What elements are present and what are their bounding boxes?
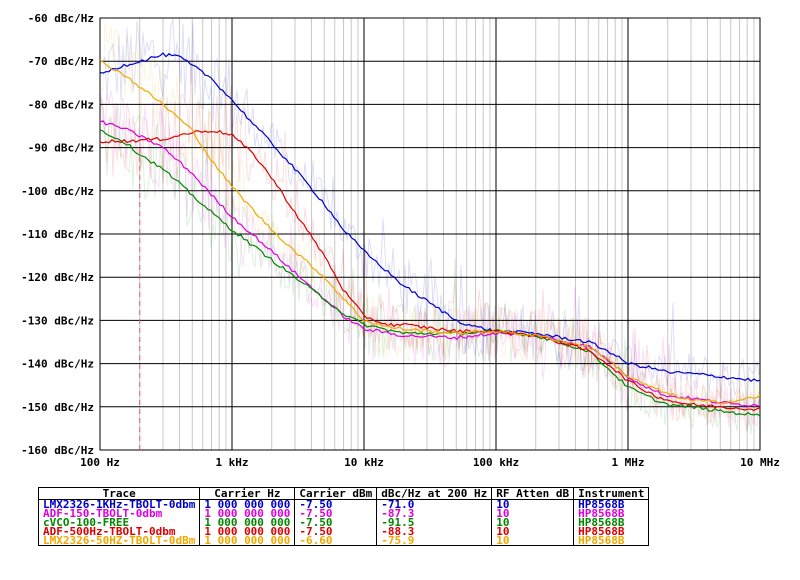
series-line	[99, 129, 761, 417]
noise-trace	[100, 18, 760, 411]
y-tick-label: -100 dBc/Hz	[21, 185, 94, 198]
x-tick-label: 100 kHz	[473, 456, 519, 469]
x-tick-label: 10 MHz	[740, 456, 780, 469]
col-trace: Trace	[37, 487, 201, 500]
trace-row: LMX2326-50HZ-TBOLT-0dBm 1 000 000 000 -6.6…	[37, 535, 650, 546]
trace-row: cVCO-100-FREE 1 000 000 000 -7.50 -91.5 10 HP…	[37, 517, 650, 528]
cell-dbc-at-200hz: -91.5	[376, 517, 493, 528]
col-carrier-hz: Carrier Hz	[199, 487, 296, 500]
y-tick-label: -140 dBc/Hz	[21, 358, 94, 371]
cell-trace-name: LMX2326-50HZ-TBOLT-0dBm	[37, 535, 201, 546]
cell-instrument: HP8568B	[573, 517, 650, 528]
cell-carrier-hz: 1 000 000 000	[199, 499, 296, 510]
y-tick-label: -120 dBc/Hz	[21, 271, 94, 284]
series-line	[99, 59, 761, 405]
y-tick-label: -60 dBc/Hz	[28, 12, 94, 25]
cell-dbc-at-200hz: -71.0	[376, 499, 493, 510]
series-line	[99, 120, 761, 407]
cell-instrument: HP8568B	[573, 508, 650, 519]
cell-dbc-at-200hz: -87.3	[376, 508, 493, 519]
y-tick-label: -80 dBc/Hz	[28, 98, 94, 111]
y-tick-label: -130 dBc/Hz	[21, 314, 94, 327]
x-tick-label: 10 kHz	[344, 456, 384, 469]
cell-rf-atten: 10	[491, 535, 575, 546]
cell-trace-name: LMX2326-1KHz-TBOLT-0dbm	[37, 499, 201, 510]
col-carrier-dbm: Carrier dBm	[294, 487, 378, 500]
trace-row: ADF-500Hz-TBOLT-0dbm 1 000 000 000 -7.50 -8…	[37, 526, 650, 537]
cell-carrier-hz: 1 000 000 000	[199, 526, 296, 537]
cell-carrier-hz: 1 000 000 000	[199, 508, 296, 519]
y-tick-label: -70 dBc/Hz	[28, 55, 94, 68]
noise-trace	[100, 59, 760, 430]
phase-noise-chart: 100 Hz 1 kHz 10 kHz 100 kHz 1 MHz 10 MHz -60 d…	[21, 12, 780, 469]
cell-trace-name: ADF-150-TBOLT-0dbm	[37, 508, 201, 519]
raw-noise-traces	[100, 18, 760, 435]
cell-carrier-dbm: -6.60	[294, 535, 378, 546]
y-tick-label: -90 dBc/Hz	[28, 142, 94, 155]
cell-trace-name: ADF-500Hz-TBOLT-0dbm	[37, 526, 201, 537]
col-instrument: Instrument	[573, 487, 650, 500]
series-line	[99, 52, 761, 382]
noise-trace	[100, 97, 760, 435]
col-dbc-200hz: dBc/Hz at 200 Hz	[376, 487, 493, 500]
cell-instrument: HP8568B	[573, 499, 650, 510]
y-tick-label: -110 dBc/Hz	[21, 228, 94, 241]
cell-trace-name: cVCO-100-FREE	[37, 517, 201, 528]
cell-instrument: HP8568B	[573, 526, 650, 537]
x-tick-label: 1 MHz	[611, 456, 644, 469]
trace-table-header: Trace Carrier Hz Carrier dBm dBc/Hz at 2…	[37, 487, 650, 500]
trace-row: ADF-150-TBOLT-0dbm 1 000 000 000 -7.50 -87.…	[37, 508, 650, 519]
cell-dbc-at-200hz: -75.9	[376, 535, 493, 546]
y-tick-label: -160 dBc/Hz	[21, 444, 94, 457]
trace-row: LMX2326-1KHz-TBOLT-0dbm 1 000 000 000 -7.5…	[37, 499, 650, 510]
cell-instrument: HP8568B	[573, 535, 650, 546]
trace-table-body: LMX2326-1KHz-TBOLT-0dbm 1 000 000 000 -7.5…	[37, 499, 650, 546]
series-lines	[99, 52, 761, 417]
major-gridlines	[99, 17, 761, 451]
cell-carrier-hz: 1 000 000 000	[199, 517, 296, 528]
tick-labels: 100 Hz 1 kHz 10 kHz 100 kHz 1 MHz 10 MHz -60 d…	[21, 12, 780, 469]
x-tick-label: 100 Hz	[80, 456, 120, 469]
series-line	[99, 129, 761, 412]
cell-dbc-at-200hz: -88.3	[376, 526, 493, 537]
cell-carrier-hz: 1 000 000 000	[199, 535, 296, 546]
x-tick-label: 1 kHz	[215, 456, 248, 469]
y-tick-label: -150 dBc/Hz	[21, 401, 94, 414]
trace-table: Trace Carrier Hz Carrier dBm dBc/Hz at 2…	[37, 487, 650, 546]
